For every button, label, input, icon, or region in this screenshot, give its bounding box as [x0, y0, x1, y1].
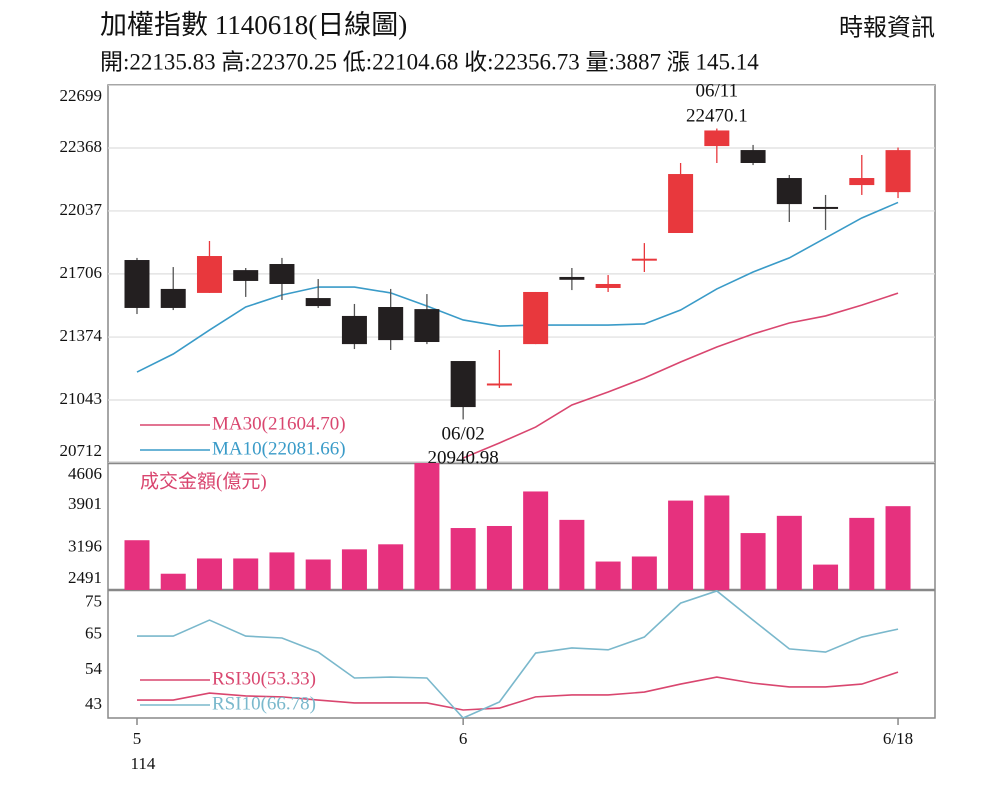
y-tick-label: 43: [85, 694, 102, 713]
bar: [813, 564, 839, 590]
bar: [233, 558, 259, 590]
x-tick-label: 6: [459, 729, 468, 748]
bar: [523, 491, 549, 590]
candle-body: [523, 291, 549, 345]
candle-body: [124, 260, 150, 308]
legend-label: RSI30(53.33): [212, 668, 316, 689]
y-tick-label: 21706: [60, 263, 103, 282]
volume-label: 成交金額(億元): [140, 470, 267, 492]
bar: [849, 517, 875, 590]
candle-body: [849, 178, 875, 186]
candle-body: [486, 383, 512, 386]
bar: [704, 495, 730, 590]
y-tick-label: 22368: [60, 137, 103, 156]
y-tick-label: 4606: [68, 464, 102, 483]
candle-body: [595, 283, 621, 288]
annotation-date: 06/02: [442, 423, 485, 444]
series-line: [136, 590, 899, 718]
candle-body: [160, 288, 186, 308]
plot-frame: [107, 84, 936, 719]
bar: [559, 519, 585, 590]
y-tick-label: 2491: [68, 568, 102, 587]
bar: [631, 556, 657, 590]
bar: [885, 506, 911, 590]
panel: [108, 85, 935, 463]
candle-body: [450, 361, 476, 408]
candle-body: [740, 150, 766, 163]
y-tick-label: 54: [85, 659, 103, 678]
annotation-value: 20940.98: [428, 447, 499, 468]
y-tick-label: 21043: [60, 389, 103, 408]
bar: [269, 552, 295, 590]
legend-label: MA30(21604.70): [212, 413, 346, 434]
candle-body: [196, 256, 222, 293]
candle-body: [559, 276, 585, 280]
candle-body: [813, 206, 839, 209]
legend-label: MA10(22081.66): [212, 438, 346, 459]
source: 時報資訊: [839, 15, 935, 42]
bar: [378, 544, 404, 590]
bar: [740, 533, 766, 590]
bar: [414, 463, 440, 590]
chart-title: 加權指數 1140618(日線圖): [100, 10, 407, 40]
subtitle: 開:22135.83 高:22370.25 低:22104.68 收:22356…: [100, 49, 759, 74]
candle-body: [378, 307, 404, 341]
y-tick-label: 65: [85, 624, 102, 643]
x-tick-label: 5: [133, 729, 142, 748]
series-line: [462, 292, 899, 459]
bar: [668, 500, 694, 590]
bar: [450, 528, 476, 590]
series-line: [136, 201, 899, 373]
bar: [595, 561, 621, 590]
y-tick-label: 21374: [60, 326, 103, 345]
candle-body: [631, 258, 657, 261]
bar: [776, 515, 802, 590]
bar: [305, 559, 331, 590]
bar: [196, 558, 222, 590]
y-tick-label: 22037: [60, 200, 103, 219]
panel: [124, 463, 911, 590]
candle-body: [269, 264, 295, 284]
candle-body: [885, 150, 911, 193]
candle-body: [414, 309, 440, 343]
y-tick-label: 22699: [60, 86, 103, 105]
bar: [341, 549, 367, 590]
candle-body: [776, 178, 802, 205]
candle-body: [233, 270, 259, 281]
y-tick-label: 75: [85, 592, 102, 611]
bar: [124, 540, 150, 590]
candle-body: [305, 298, 331, 307]
series-line: [136, 671, 899, 711]
bar: [160, 573, 186, 590]
candle-body: [704, 130, 730, 147]
y-tick-label: 3901: [68, 494, 102, 513]
y-tick-label: 3196: [68, 537, 102, 556]
x-axis-note: 114: [131, 754, 156, 773]
legend-label: RSI10(66.78): [212, 693, 316, 714]
candle-body: [668, 174, 694, 234]
y-tick-label: 20712: [60, 441, 103, 460]
candle-body: [341, 315, 367, 345]
bar: [486, 525, 512, 590]
panel: [136, 590, 899, 718]
annotation-value: 22470.1: [686, 105, 748, 126]
annotation-date: 06/11: [696, 80, 739, 101]
x-tick-label: 6/18: [883, 729, 913, 748]
